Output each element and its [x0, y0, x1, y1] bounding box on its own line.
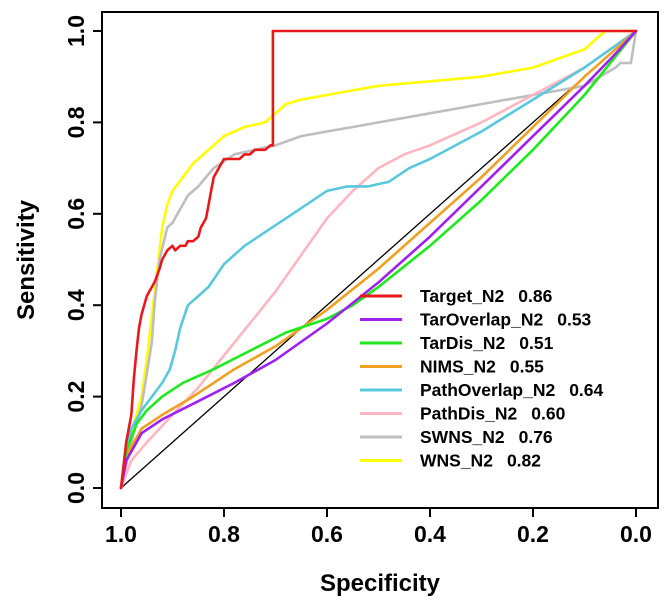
- legend-label-taroverlap-n2: TarOverlap_N2 0.53: [420, 310, 592, 330]
- y-tick-label: 0.4: [63, 289, 89, 321]
- y-tick-label: 1.0: [63, 15, 89, 47]
- x-tick-label: 0.6: [311, 521, 343, 547]
- legend-series-name: SWNS_N2: [420, 427, 505, 447]
- y-tick-label: 0.6: [63, 198, 89, 230]
- x-axis-title: Specificity: [320, 570, 441, 597]
- series-line-wns-n2: [119, 29, 638, 490]
- axes-layer: 1.0 0.8 0.6 0.4 0.2 0.0 0.0 0.2 0.4 0.6 0.8 1.0: [63, 11, 659, 547]
- legend-series-auc: 0.51: [519, 333, 553, 353]
- series-line-taroverlap-n2: [119, 29, 638, 490]
- legend-series-name: NIMS_N2: [420, 357, 496, 377]
- legend-series-name: PathDis_N2: [420, 404, 518, 424]
- legend-series-auc: 0.53: [557, 310, 591, 330]
- legend-series-name: Target_N2: [420, 286, 505, 306]
- series-line-nims-n2: [119, 29, 638, 490]
- reference-diagonal: [120, 30, 637, 489]
- series-layer: [119, 29, 638, 490]
- x-tick-label: 1.0: [105, 521, 137, 547]
- legend-label-wns-n2: WNS_N2 0.82: [420, 451, 541, 471]
- y-tick-label: 0.8: [63, 106, 89, 138]
- legend-series-name: WNS_N2: [420, 451, 493, 471]
- series-line-pathoverlap-n2: [119, 29, 638, 490]
- legend-series-name: PathOverlap_N2: [420, 380, 555, 400]
- x-tick-label: 0.0: [620, 521, 652, 547]
- legend-label-tardis-n2: TarDis_N2 0.51: [420, 333, 554, 353]
- legend-series-auc: 0.76: [519, 427, 553, 447]
- legend-label-target-n2: Target_N2 0.86: [420, 286, 553, 306]
- legend-series-auc: 0.86: [518, 286, 552, 306]
- legend-series-name: TarOverlap_N2: [420, 310, 543, 330]
- legend-label-pathoverlap-n2: PathOverlap_N2 0.64: [420, 380, 604, 400]
- legend-series-name: TarDis_N2: [420, 333, 506, 353]
- x-tick-label: 0.4: [414, 521, 446, 547]
- y-tick-label: 0.2: [63, 381, 89, 413]
- series-line-tardis-n2: [119, 29, 638, 490]
- plot-frame: [101, 11, 659, 509]
- y-axis-title: Sensitivity: [13, 199, 40, 320]
- legend-series-auc: 0.64: [569, 380, 603, 400]
- legend-series-auc: 0.60: [531, 404, 565, 424]
- reference-layer: [120, 30, 637, 489]
- legend-series-auc: 0.82: [507, 451, 541, 471]
- y-tick-label: 0.0: [63, 472, 89, 504]
- legend-label-swns-n2: SWNS_N2 0.76: [420, 427, 553, 447]
- series-line-swns-n2: [119, 29, 638, 490]
- legend-series-auc: 0.55: [510, 357, 544, 377]
- x-tick-label: 0.8: [208, 521, 240, 547]
- x-tick-label: 0.2: [517, 521, 549, 547]
- legend-label-pathdis-n2: PathDis_N2 0.60: [420, 404, 566, 424]
- series-line-target-n2: [119, 29, 638, 490]
- legend-label-nims-n2: NIMS_N2 0.55: [420, 357, 544, 377]
